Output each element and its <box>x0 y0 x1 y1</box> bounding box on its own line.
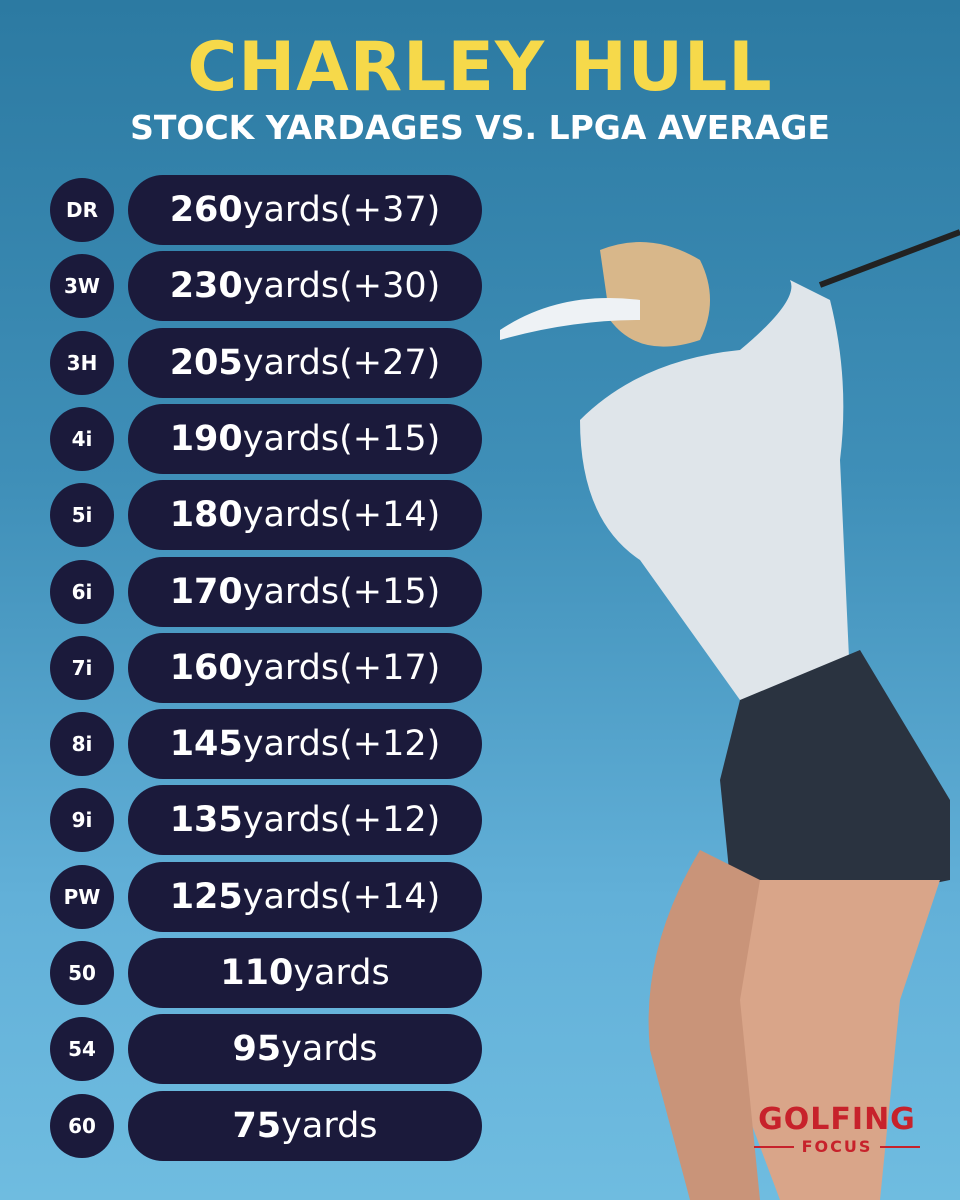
yardage-row: 50 110 yards <box>50 938 490 1008</box>
difference: (+14) <box>339 495 441 536</box>
logo-bottom: FOCUS <box>752 1137 922 1156</box>
difference: (+37) <box>339 190 441 230</box>
subtitle: STOCK YARDAGES VS. LPGA AVERAGE <box>130 108 830 147</box>
logo-bottom-text: FOCUS <box>801 1137 873 1156</box>
yardage-pill: 135 yards (+12) <box>128 785 482 856</box>
yardage-row: 9i 135 yards (+12) <box>50 785 490 856</box>
yardage-row: PW 125 yards (+14) <box>50 861 490 932</box>
club-badge: 50 <box>50 941 114 1005</box>
yardage-pill: 190 yards (+15) <box>128 403 482 474</box>
difference: (+15) <box>339 418 441 459</box>
club-badge: 5i <box>50 483 114 548</box>
club-badge: 6i <box>50 559 114 624</box>
club-badge: 8i <box>50 712 114 777</box>
yardage-row: 60 75 yards <box>50 1090 490 1161</box>
unit: yards <box>242 876 340 917</box>
yardage-pill: 145 yards (+12) <box>128 709 482 780</box>
distance: 110 <box>220 953 294 993</box>
club-badge: PW <box>50 864 114 929</box>
yardage-row: 3H 205 yards (+27) <box>50 327 490 398</box>
distance: 75 <box>232 1105 282 1146</box>
distance: 135 <box>169 800 243 841</box>
difference: (+30) <box>339 266 441 307</box>
unit: yards <box>242 571 340 612</box>
distance: 260 <box>169 190 243 230</box>
distance: 160 <box>169 647 243 688</box>
yardage-row: DR 260 yards (+37) <box>50 175 490 245</box>
club-badge: 4i <box>50 406 114 471</box>
distance: 170 <box>169 571 243 612</box>
yardage-pill: 260 yards (+37) <box>128 175 482 245</box>
unit: yards <box>281 1105 378 1146</box>
unit: yards <box>242 647 340 688</box>
unit: yards <box>281 1029 378 1070</box>
yardage-row: 54 95 yards <box>50 1014 490 1085</box>
club-badge: DR <box>50 178 114 242</box>
distance: 145 <box>169 724 243 765</box>
yardage-pill: 170 yards (+15) <box>128 556 482 627</box>
club-badge: 3W <box>50 254 114 319</box>
unit: yards <box>242 342 340 383</box>
difference: (+12) <box>339 724 441 765</box>
distance: 190 <box>169 418 243 459</box>
difference: (+12) <box>339 800 441 841</box>
difference: (+27) <box>339 342 441 383</box>
club-badge: 9i <box>50 788 114 853</box>
logo: GOLFING FOCUS <box>752 1102 922 1156</box>
yardage-row: 5i 180 yards (+14) <box>50 480 490 551</box>
unit: yards <box>242 266 340 307</box>
yardage-pill: 95 yards <box>128 1014 482 1085</box>
yardage-pill: 75 yards <box>128 1090 482 1161</box>
yardage-pill: 180 yards (+14) <box>128 480 482 551</box>
unit: yards <box>242 190 340 230</box>
club-badge: 7i <box>50 635 114 700</box>
club-badge: 60 <box>50 1093 114 1158</box>
club-badge: 54 <box>50 1017 114 1082</box>
unit: yards <box>242 495 340 536</box>
distance: 180 <box>169 495 243 536</box>
yardage-pill: 205 yards (+27) <box>128 327 482 398</box>
title: CHARLEY HULL <box>187 28 773 107</box>
unit: yards <box>242 800 340 841</box>
logo-top: GOLFING <box>758 1102 916 1137</box>
distance: 95 <box>232 1029 282 1070</box>
unit: yards <box>242 418 340 459</box>
yardage-pill: 110 yards <box>128 938 482 1008</box>
unit: yards <box>242 724 340 765</box>
distance: 205 <box>169 342 243 383</box>
yardage-row: 8i 145 yards (+12) <box>50 709 490 780</box>
difference: (+17) <box>339 647 441 688</box>
yardage-row: 7i 160 yards (+17) <box>50 632 490 703</box>
yardage-pill: 160 yards (+17) <box>128 632 482 703</box>
difference: (+15) <box>339 571 441 612</box>
club-badge: 3H <box>50 330 114 395</box>
yardage-row: 4i 190 yards (+15) <box>50 403 490 474</box>
yardage-row: 6i 170 yards (+15) <box>50 556 490 627</box>
yardage-pill: 125 yards (+14) <box>128 861 482 932</box>
unit: yards <box>293 953 390 993</box>
difference: (+14) <box>339 876 441 917</box>
distance: 230 <box>169 266 243 307</box>
yardage-pill: 230 yards (+30) <box>128 251 482 322</box>
yardage-row: 3W 230 yards (+30) <box>50 251 490 322</box>
distance: 125 <box>169 876 243 917</box>
